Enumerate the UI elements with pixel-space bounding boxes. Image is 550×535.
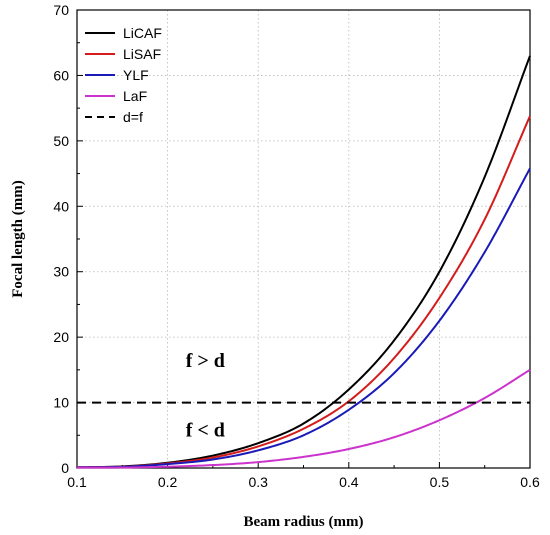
legend-label-d-f: d=f — [123, 109, 143, 125]
annotation-f-greater-d: f > d — [186, 350, 225, 372]
annotation-f-less-d: f < d — [186, 420, 225, 442]
x-axis-title: Beam radius (mm) — [244, 514, 364, 530]
y-tick-label: 50 — [53, 133, 69, 149]
y-axis-title: Focal length (mm) — [10, 180, 26, 297]
axes: 0.1 0.2 0.3 0.4 0.5 0.6 0 10 20 30 40 50 60 70 — [53, 2, 540, 490]
annotations: f > d f < d — [186, 350, 225, 441]
x-tick-label: 0.2 — [158, 474, 178, 490]
series-line-ylf — [76, 167, 531, 469]
y-tick-label: 20 — [53, 329, 69, 345]
legend: LiCAF LiSAF YLF LaF d=f — [85, 25, 162, 125]
series-line-laf — [77, 369, 531, 469]
y-tick-label: 30 — [53, 264, 69, 280]
y-tick-label: 0 — [61, 460, 69, 476]
x-tick-label: 0.1 — [67, 474, 87, 490]
x-tick-label: 0.5 — [430, 474, 450, 490]
y-tick-label: 70 — [53, 2, 69, 18]
grid — [77, 10, 530, 468]
y-tick-label: 40 — [53, 198, 69, 214]
legend-label-licaf: LiCAF — [123, 25, 162, 41]
legend-label-ylf: YLF — [123, 67, 149, 83]
series-line-lisaf — [76, 115, 531, 469]
y-tick-label: 60 — [53, 67, 69, 83]
series-lines — [76, 55, 531, 469]
x-tick-label: 0.4 — [339, 474, 359, 490]
y-tick-label: 10 — [53, 395, 69, 411]
x-tick-label: 0.3 — [248, 474, 268, 490]
x-tick-label: 0.6 — [520, 474, 540, 490]
legend-label-lisaf: LiSAF — [123, 46, 161, 62]
legend-label-laf: LaF — [123, 88, 147, 104]
